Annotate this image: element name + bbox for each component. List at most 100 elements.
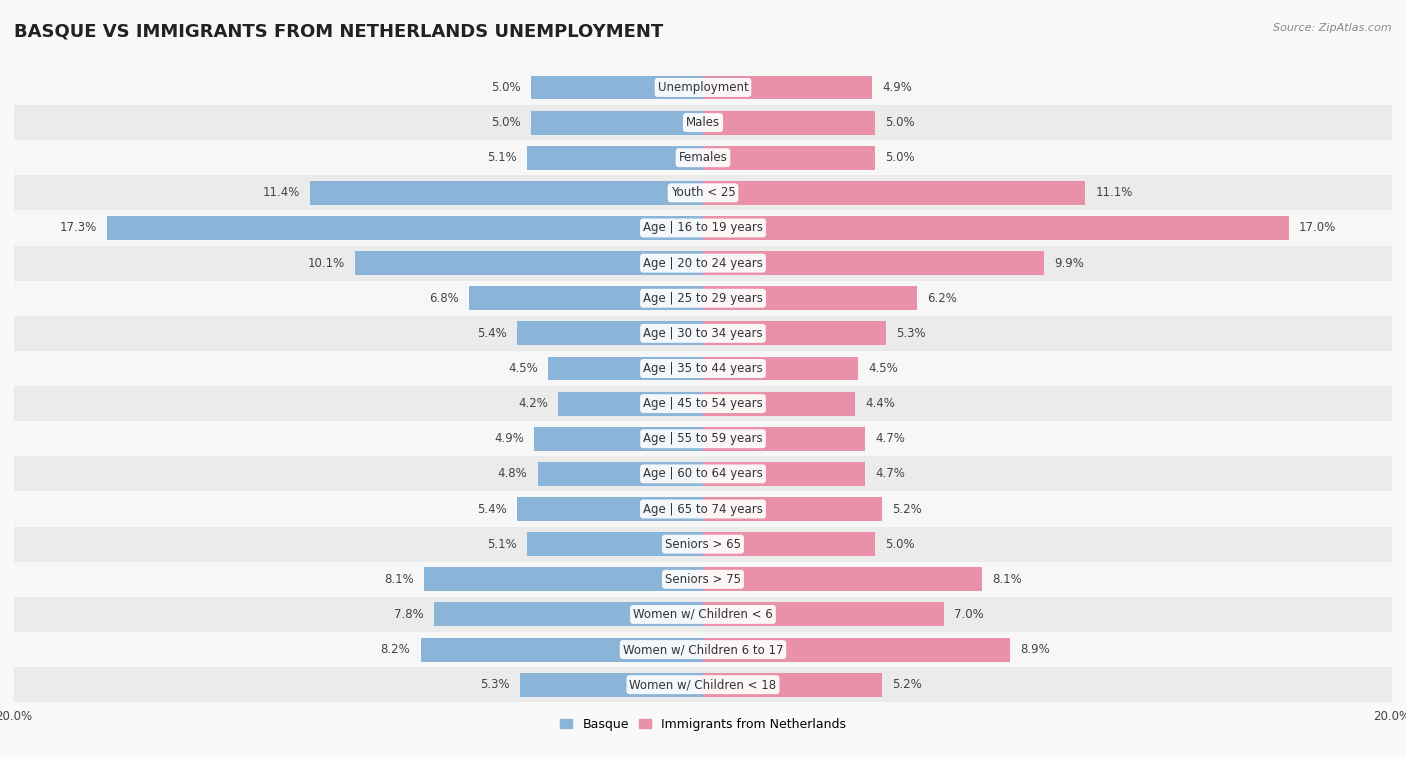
Bar	[107, 216, 703, 240]
Text: 5.1%: 5.1%	[488, 151, 517, 164]
Text: 7.8%: 7.8%	[394, 608, 425, 621]
Text: Women w/ Children 6 to 17: Women w/ Children 6 to 17	[623, 643, 783, 656]
Text: 11.1%: 11.1%	[1095, 186, 1133, 199]
Bar	[468, 286, 703, 310]
Bar	[14, 210, 1392, 245]
Text: 17.3%: 17.3%	[59, 222, 97, 235]
Bar	[703, 603, 945, 626]
Text: Age | 60 to 64 years: Age | 60 to 64 years	[643, 467, 763, 481]
Bar	[517, 322, 703, 345]
Bar	[703, 532, 875, 556]
Bar	[703, 427, 865, 450]
Text: 5.2%: 5.2%	[893, 503, 922, 516]
Bar	[703, 462, 865, 486]
Bar	[703, 76, 872, 99]
Text: 5.3%: 5.3%	[481, 678, 510, 691]
Bar	[703, 111, 875, 135]
Text: Age | 35 to 44 years: Age | 35 to 44 years	[643, 362, 763, 375]
Text: 8.2%: 8.2%	[381, 643, 411, 656]
Text: 11.4%: 11.4%	[263, 186, 299, 199]
Text: BASQUE VS IMMIGRANTS FROM NETHERLANDS UNEMPLOYMENT: BASQUE VS IMMIGRANTS FROM NETHERLANDS UN…	[14, 23, 664, 41]
Text: 5.0%: 5.0%	[886, 537, 915, 550]
Bar	[703, 567, 981, 591]
Bar	[534, 427, 703, 450]
Text: Age | 25 to 29 years: Age | 25 to 29 years	[643, 291, 763, 305]
Bar	[531, 111, 703, 135]
Bar	[703, 391, 855, 416]
Bar	[14, 667, 1392, 702]
Bar	[14, 351, 1392, 386]
Text: 17.0%: 17.0%	[1299, 222, 1336, 235]
Text: 5.1%: 5.1%	[488, 537, 517, 550]
Text: 5.4%: 5.4%	[477, 503, 506, 516]
Text: 5.0%: 5.0%	[886, 116, 915, 129]
Bar	[703, 497, 882, 521]
Bar	[14, 105, 1392, 140]
Text: 6.8%: 6.8%	[429, 291, 458, 305]
Text: Women w/ Children < 18: Women w/ Children < 18	[630, 678, 776, 691]
Bar	[14, 597, 1392, 632]
Bar	[14, 245, 1392, 281]
Text: Seniors > 75: Seniors > 75	[665, 573, 741, 586]
Text: Age | 45 to 54 years: Age | 45 to 54 years	[643, 397, 763, 410]
Text: 4.8%: 4.8%	[498, 467, 527, 481]
Text: Females: Females	[679, 151, 727, 164]
Text: 8.1%: 8.1%	[384, 573, 413, 586]
Bar	[14, 70, 1392, 105]
Bar	[14, 527, 1392, 562]
Bar	[14, 386, 1392, 421]
Text: Youth < 25: Youth < 25	[671, 186, 735, 199]
Bar	[420, 637, 703, 662]
Text: 4.5%: 4.5%	[869, 362, 898, 375]
Bar	[548, 357, 703, 381]
Text: 10.1%: 10.1%	[308, 257, 344, 269]
Bar	[537, 462, 703, 486]
Bar	[703, 286, 917, 310]
Bar	[703, 146, 875, 170]
Bar	[14, 281, 1392, 316]
Text: Seniors > 65: Seniors > 65	[665, 537, 741, 550]
Bar	[703, 357, 858, 381]
Text: Age | 30 to 34 years: Age | 30 to 34 years	[643, 327, 763, 340]
Text: Age | 20 to 24 years: Age | 20 to 24 years	[643, 257, 763, 269]
Text: Source: ZipAtlas.com: Source: ZipAtlas.com	[1274, 23, 1392, 33]
Text: 4.9%: 4.9%	[494, 432, 524, 445]
Text: Age | 55 to 59 years: Age | 55 to 59 years	[643, 432, 763, 445]
Bar	[14, 316, 1392, 351]
Text: Unemployment: Unemployment	[658, 81, 748, 94]
Bar	[356, 251, 703, 275]
Bar	[703, 673, 882, 696]
Legend: Basque, Immigrants from Netherlands: Basque, Immigrants from Netherlands	[555, 713, 851, 736]
Bar	[311, 181, 703, 205]
Text: 8.1%: 8.1%	[993, 573, 1022, 586]
Bar	[14, 140, 1392, 176]
Text: 5.0%: 5.0%	[491, 81, 520, 94]
Bar	[14, 456, 1392, 491]
Text: Age | 65 to 74 years: Age | 65 to 74 years	[643, 503, 763, 516]
Text: Women w/ Children < 6: Women w/ Children < 6	[633, 608, 773, 621]
Text: Age | 16 to 19 years: Age | 16 to 19 years	[643, 222, 763, 235]
Text: 8.9%: 8.9%	[1019, 643, 1050, 656]
Bar	[14, 632, 1392, 667]
Text: 5.2%: 5.2%	[893, 678, 922, 691]
Bar	[434, 603, 703, 626]
Bar	[703, 251, 1045, 275]
Bar	[527, 146, 703, 170]
Bar	[703, 181, 1085, 205]
Bar	[425, 567, 703, 591]
Text: 4.2%: 4.2%	[519, 397, 548, 410]
Bar	[14, 562, 1392, 597]
Text: 4.7%: 4.7%	[875, 467, 905, 481]
Bar	[527, 532, 703, 556]
Bar	[531, 76, 703, 99]
Bar	[517, 497, 703, 521]
Text: Males: Males	[686, 116, 720, 129]
Bar	[520, 673, 703, 696]
Text: 4.9%: 4.9%	[882, 81, 912, 94]
Text: 7.0%: 7.0%	[955, 608, 984, 621]
Text: 6.2%: 6.2%	[927, 291, 956, 305]
Text: 4.4%: 4.4%	[865, 397, 894, 410]
Text: 4.7%: 4.7%	[875, 432, 905, 445]
Bar	[703, 216, 1289, 240]
Text: 5.3%: 5.3%	[896, 327, 925, 340]
